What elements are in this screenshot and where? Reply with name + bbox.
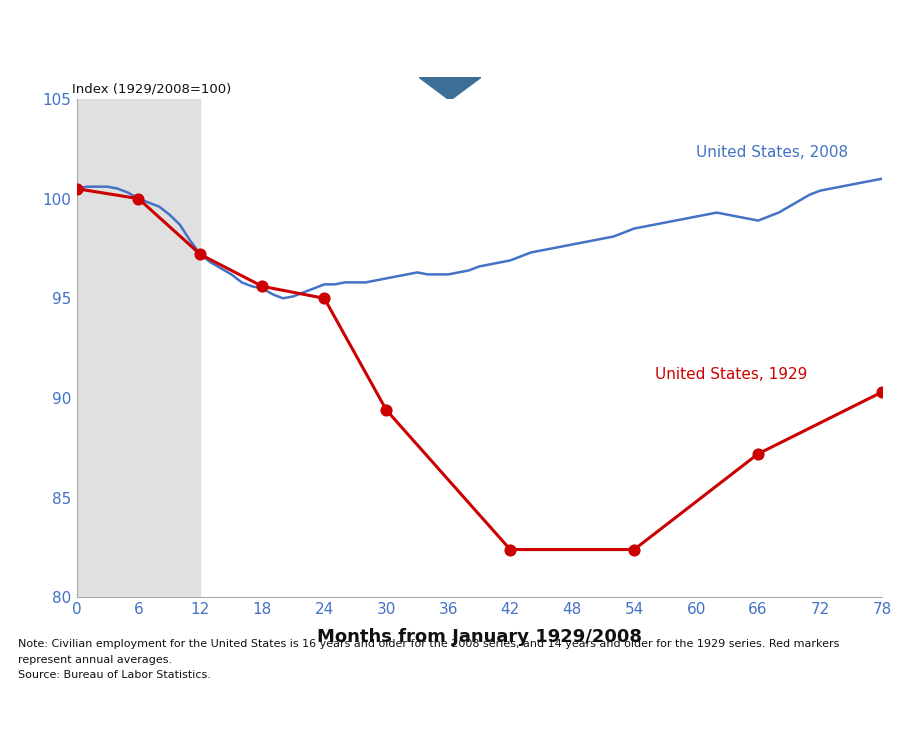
Text: United States, 2008: United States, 2008 <box>696 145 848 161</box>
Point <box>751 448 765 460</box>
Point <box>503 544 517 556</box>
Point <box>69 183 84 194</box>
Point <box>256 281 270 292</box>
Point <box>317 292 331 304</box>
Text: Index (1929/2008=100): Index (1929/2008=100) <box>72 82 231 95</box>
Text: United States, 1929: United States, 1929 <box>655 366 807 382</box>
Polygon shape <box>418 77 482 100</box>
Text: Source: Bureau of Labor Statistics.: Source: Bureau of Labor Statistics. <box>18 670 211 680</box>
Point <box>875 386 889 398</box>
Point <box>131 193 146 205</box>
Point <box>379 404 393 416</box>
Text: Note: Civilian employment for the United States is 16 years and older for the 20: Note: Civilian employment for the United… <box>18 639 840 649</box>
X-axis label: Months from January 1929/2008: Months from January 1929/2008 <box>317 628 642 647</box>
Bar <box>76 99 201 597</box>
Point <box>627 544 642 556</box>
Text: CIVILIAN EMPLOYMENT: CIVILIAN EMPLOYMENT <box>207 21 693 56</box>
Point <box>194 248 208 260</box>
Text: represent annual averages.: represent annual averages. <box>18 655 172 666</box>
